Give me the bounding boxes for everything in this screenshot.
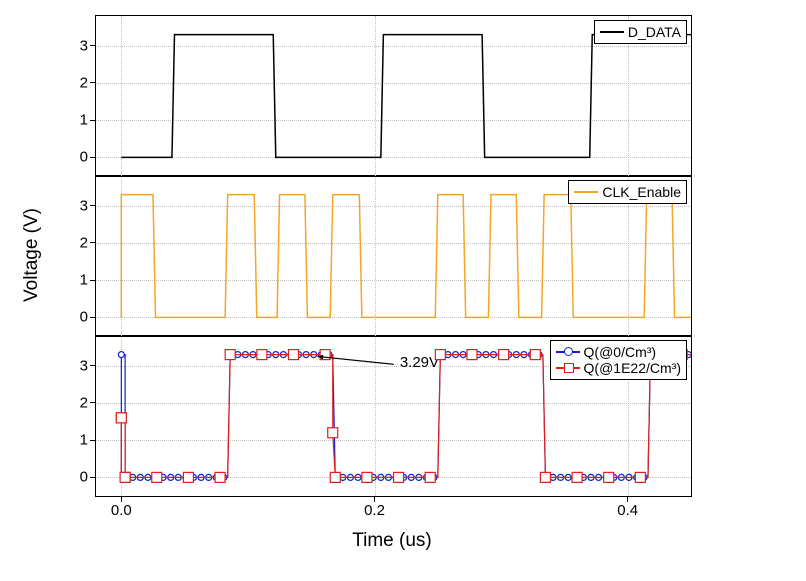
chart-container: Voltage (V) Time (us) 0.00.20.40123D_DAT…: [0, 0, 806, 581]
x-tick-label: 0.4: [617, 502, 638, 519]
legend-d_data: D_DATA: [594, 20, 687, 44]
legend-label: Q(@1E22/Cm³): [584, 360, 681, 376]
legend-q_output: Q(@0/Cm³)Q(@1E22/Cm³): [550, 340, 687, 380]
y-tick-label: 3: [80, 37, 88, 54]
y-tick-label: 1: [80, 272, 88, 289]
y-tick-label: 1: [80, 112, 88, 129]
y-tick-label: 2: [80, 74, 88, 91]
x-tick-label: 0.2: [364, 502, 385, 519]
legend-clk_enable: CLK_Enable: [568, 180, 687, 204]
y-tick-label: 2: [80, 394, 88, 411]
y-tick-label: 0: [80, 149, 88, 166]
y-tick-label: 0: [80, 469, 88, 486]
x-tick-label: 0.0: [111, 502, 132, 519]
legend-label: Q(@0/Cm³): [584, 344, 657, 360]
y-axis-label: Voltage (V): [21, 208, 43, 302]
y-tick-label: 2: [80, 234, 88, 251]
plot-area: 0.00.20.40123D_DATA0123CLK_Enable01233.2…: [95, 15, 692, 497]
annotation-text: 3.29V: [400, 354, 439, 371]
y-tick-label: 1: [80, 432, 88, 449]
legend-label: CLK_Enable: [602, 184, 681, 200]
y-tick-label: 3: [80, 197, 88, 214]
legend-label: D_DATA: [628, 24, 681, 40]
y-tick-label: 0: [80, 309, 88, 326]
x-axis-label: Time (us): [352, 530, 432, 552]
y-tick-label: 3: [80, 357, 88, 374]
